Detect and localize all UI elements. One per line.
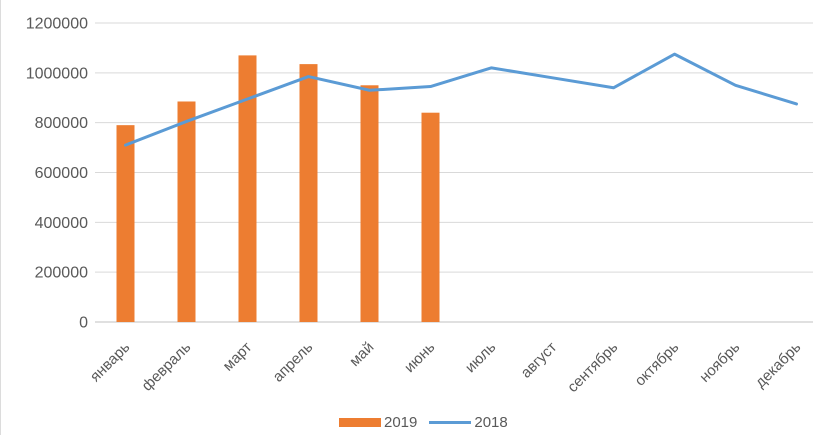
- bar-2019-март[interactable]: [238, 55, 257, 323]
- y-tick-label: 1000000: [26, 65, 88, 82]
- x-tick-label-январь: январь: [87, 339, 134, 386]
- legend-item-2019[interactable]: 2019: [339, 415, 417, 430]
- bar-2019-май[interactable]: [360, 85, 379, 323]
- y-tick-label: 0: [79, 315, 88, 332]
- legend-swatch-2018-line: [429, 421, 472, 424]
- x-tick-label-август: август: [518, 339, 561, 382]
- y-tick-label: 400000: [35, 215, 88, 232]
- legend-swatch-2019-bar: [339, 418, 381, 427]
- bar-2019-июнь[interactable]: [421, 112, 440, 322]
- chart-legend: 2019 2018: [339, 415, 508, 430]
- x-tick-label-май: май: [346, 339, 377, 370]
- x-tick-label-апрель: апрель: [270, 339, 317, 386]
- bar-2019-январь[interactable]: [116, 125, 135, 323]
- x-tick-label-октябрь: октябрь: [632, 339, 683, 390]
- legend-label-2018: 2018: [474, 414, 508, 431]
- x-tick-label-декабрь: декабрь: [752, 339, 805, 392]
- x-tick-label-июль: июль: [462, 339, 500, 377]
- y-tick-label: 200000: [35, 265, 88, 282]
- legend-label-2019: 2019: [384, 414, 418, 431]
- y-tick-label: 600000: [35, 165, 88, 182]
- y-tick-label: 1200000: [26, 16, 88, 33]
- canvas-left-edge: [0, 0, 1, 435]
- x-tick-label-июнь: июнь: [401, 339, 438, 376]
- y-tick-label: 800000: [35, 115, 88, 132]
- x-tick-label-март: март: [220, 339, 256, 375]
- legend-item-2018[interactable]: 2018: [429, 414, 508, 431]
- bar-2019-апрель[interactable]: [299, 64, 318, 323]
- x-tick-label-февраль: февраль: [139, 339, 195, 395]
- line-2018[interactable]: [124, 52, 798, 147]
- x-tick-label-ноябрь: ноябрь: [696, 339, 743, 386]
- x-tick-label-сентябрь: сентябрь: [564, 339, 621, 396]
- bar-2019-февраль[interactable]: [177, 101, 196, 322]
